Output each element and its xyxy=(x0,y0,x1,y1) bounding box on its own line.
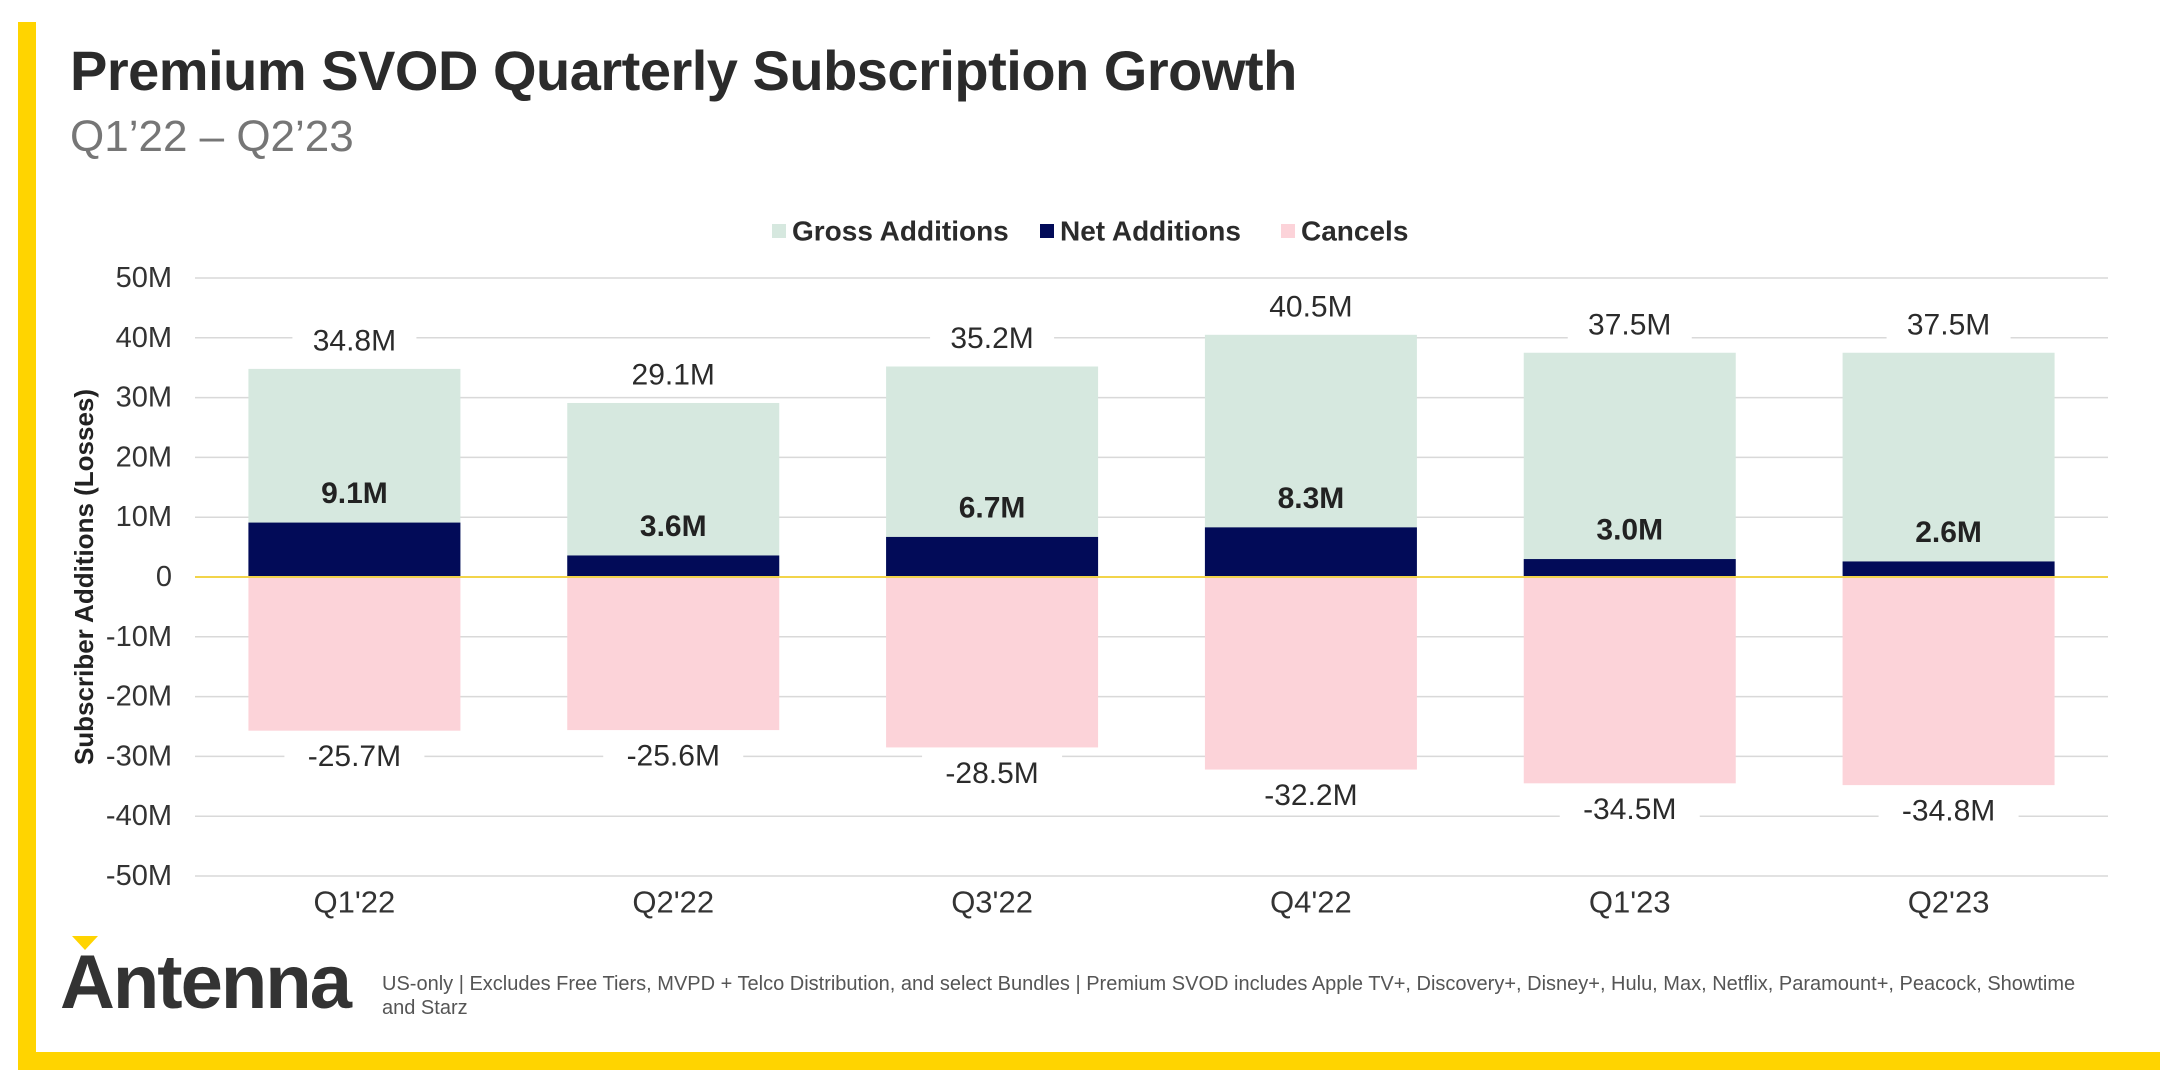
bar-cancels xyxy=(1204,577,1417,770)
bar-net-additions xyxy=(1842,561,2055,577)
legend-gross-additions-label: Gross Additions xyxy=(792,216,1009,247)
cancels-label-bg xyxy=(1240,777,1381,814)
cancels-label-bg xyxy=(1878,793,2019,830)
x-tick-label: Q2'22 xyxy=(632,885,714,920)
cancels-label-bg xyxy=(603,738,744,775)
x-tick-label: Q1'23 xyxy=(1589,885,1671,920)
bar-net-additions xyxy=(1523,559,1736,577)
bar-gross-additions xyxy=(1842,352,2055,577)
cancels-label-bg xyxy=(1559,791,1700,828)
y-axis-label: Subscriber Additions (Losses) xyxy=(69,389,99,765)
antenna-logo: Antenna xyxy=(60,936,352,1025)
gross-label-bg xyxy=(611,356,736,393)
data-label-cancels: -25.7M xyxy=(308,740,401,773)
y-tick-label: -10M xyxy=(106,621,172,653)
y-tick-label: 40M xyxy=(116,322,172,354)
bar-gross-additions xyxy=(1523,352,1736,577)
data-label-cancels: -34.5M xyxy=(1583,793,1676,826)
y-tick-label: 30M xyxy=(116,382,172,414)
chart-subtitle: Q1’22 – Q2’23 xyxy=(70,112,354,161)
gross-label-bg xyxy=(930,320,1055,357)
accent-bar-left xyxy=(18,22,36,1070)
footnote: US-only | Excludes Free Tiers, MVPD + Te… xyxy=(382,973,2076,1019)
gross-label-bg xyxy=(1567,306,1692,343)
bar-net-additions xyxy=(248,522,461,577)
bar-cancels xyxy=(886,577,1099,748)
logo-caret-icon xyxy=(72,936,98,950)
data-label-cancels: -28.5M xyxy=(945,757,1038,790)
logo-wordmark: Antenna xyxy=(60,940,352,1025)
gross-label-bg xyxy=(292,322,417,359)
data-label-gross: 29.1M xyxy=(632,358,715,391)
data-label-gross: 40.5M xyxy=(1269,290,1352,323)
y-tick-label: -40M xyxy=(106,800,172,832)
gross-label-bg xyxy=(1886,306,2011,343)
y-tick-label: -50M xyxy=(106,860,172,892)
bar-net-additions xyxy=(1204,527,1417,577)
cancels-label-bg xyxy=(284,738,425,775)
data-label-cancels: -34.8M xyxy=(1902,795,1995,828)
x-tick-label: Q2'23 xyxy=(1908,885,1990,920)
data-label-net: 9.1M xyxy=(321,477,388,510)
data-label-net: 3.6M xyxy=(640,510,707,543)
data-label-net: 8.3M xyxy=(1278,482,1345,515)
bar-cancels xyxy=(1842,577,2055,786)
legend-net-additions-swatch xyxy=(1040,224,1054,238)
x-tick-label: Q4'22 xyxy=(1270,885,1352,920)
accent-bar-bottom xyxy=(18,1052,2160,1070)
bar-net-additions xyxy=(886,536,1099,577)
legend-cancels-swatch xyxy=(1281,224,1295,238)
x-tick-label: Q3'22 xyxy=(951,885,1033,920)
gross-label-bg xyxy=(1248,288,1373,325)
cancels-label-bg xyxy=(922,755,1063,792)
legend-gross-additions-swatch xyxy=(772,224,786,238)
legend-cancels-label: Cancels xyxy=(1301,216,1408,247)
data-label-net: 6.7M xyxy=(959,491,1026,524)
y-tick-label: 20M xyxy=(116,441,172,473)
data-label-net: 3.0M xyxy=(1596,514,1663,547)
data-label-cancels: -32.2M xyxy=(1264,779,1357,812)
data-label-gross: 37.5M xyxy=(1588,308,1671,341)
subscription-growth-chart: 50M 40M 30M 20M 10M 0 -10M -20M -30M -40M -50M Subs… xyxy=(69,216,2108,920)
data-label-gross: 34.8M xyxy=(313,324,396,357)
y-tick-label: 50M xyxy=(116,262,172,294)
data-label-cancels: -25.6M xyxy=(627,740,720,773)
data-label-gross: 35.2M xyxy=(950,322,1033,355)
bar-gross-additions xyxy=(567,402,780,577)
data-label-net: 2.6M xyxy=(1915,516,1982,549)
data-label-gross: 37.5M xyxy=(1907,308,1990,341)
chart-title: Premium SVOD Quarterly Subscription Grow… xyxy=(70,39,1297,102)
y-tick-label: 10M xyxy=(116,501,172,533)
bar-net-additions xyxy=(567,555,780,577)
y-tick-label: -30M xyxy=(106,740,172,772)
bar-cancels xyxy=(1523,577,1736,784)
bar-cancels xyxy=(248,577,461,731)
x-tick-label: Q1'22 xyxy=(314,885,396,920)
y-tick-label: 0 xyxy=(156,561,172,593)
bar-cancels xyxy=(567,577,780,731)
y-tick-label: -20M xyxy=(106,681,172,713)
legend-net-additions-label: Net Additions xyxy=(1060,216,1241,247)
